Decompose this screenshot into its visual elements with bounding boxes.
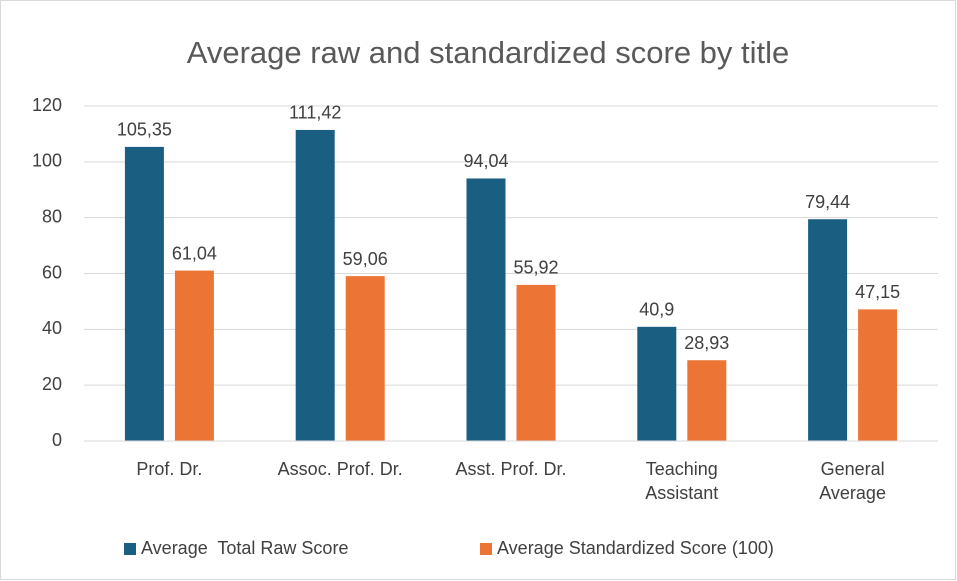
chart-title: Average raw and standardized score by ti… — [187, 35, 790, 70]
data-label: 105,35 — [117, 120, 172, 140]
bar — [124, 146, 164, 441]
data-label: 40,9 — [639, 300, 674, 320]
bar — [516, 284, 556, 441]
y-tick-label: 40 — [42, 318, 62, 338]
bar — [808, 219, 848, 441]
x-tick-label-line: Assistant — [645, 483, 718, 503]
bar — [687, 360, 727, 441]
y-tick-label: 0 — [52, 430, 62, 450]
x-tick-label: Assoc. Prof. Dr. — [278, 459, 403, 479]
x-tick-label: Asst. Prof. Dr. — [455, 459, 566, 479]
x-tick-label-line: Asst. Prof. Dr. — [455, 459, 566, 479]
x-tick-label-line: Assoc. Prof. Dr. — [278, 459, 403, 479]
y-tick-label: 60 — [42, 262, 62, 282]
x-tick-label: Prof. Dr. — [136, 459, 202, 479]
data-label: 94,04 — [463, 151, 508, 171]
data-label: 55,92 — [513, 258, 558, 278]
x-tick-label-line: Average — [819, 483, 886, 503]
x-tick-label-line: Prof. Dr. — [136, 459, 202, 479]
y-tick-label: 100 — [32, 151, 62, 171]
data-label: 47,15 — [855, 282, 900, 302]
legend-swatch — [480, 543, 492, 555]
y-tick-label: 120 — [32, 95, 62, 115]
x-tick-label: Teaching Assistant — [645, 459, 718, 503]
legend-swatch — [124, 543, 136, 555]
bar — [345, 276, 385, 441]
legend-label: Average Standardized Score (100) — [497, 538, 774, 558]
x-tick-label-line: Teaching — [646, 459, 718, 479]
y-tick-label: 80 — [42, 206, 62, 226]
data-label: 59,06 — [343, 249, 388, 269]
bar — [637, 326, 677, 441]
legend-label: Average Total Raw Score — [141, 538, 348, 558]
bar — [858, 309, 898, 441]
data-label: 79,44 — [805, 192, 850, 212]
data-label: 28,93 — [684, 333, 729, 353]
x-tick-label-line: General — [821, 459, 885, 479]
y-tick-label: 20 — [42, 374, 62, 394]
bar — [466, 178, 506, 441]
bar — [174, 270, 214, 441]
data-label: 61,04 — [172, 243, 217, 263]
x-tick-label: General Average — [819, 459, 886, 503]
data-label: 111,42 — [289, 103, 341, 123]
bar — [295, 129, 335, 441]
